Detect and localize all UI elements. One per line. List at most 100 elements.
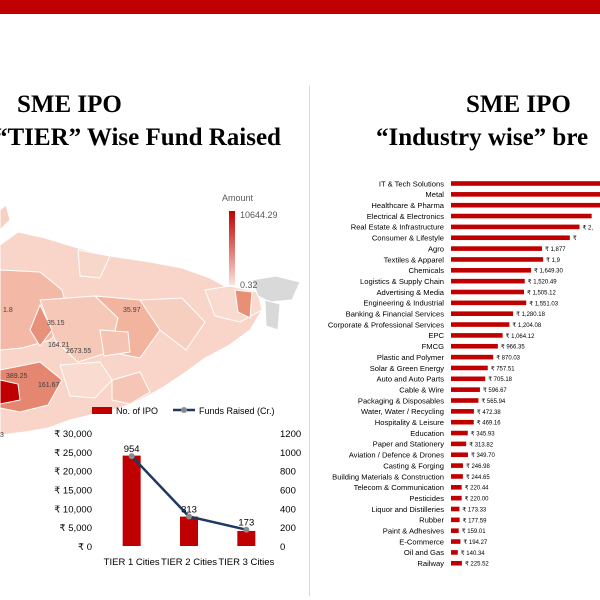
map-value-label: 35.15 — [47, 320, 65, 327]
x-tick-label: TIER 3 Cities — [218, 557, 274, 568]
industry-value-label: ₹ 173.33 — [462, 506, 486, 513]
industry-category-label: Metal — [425, 190, 444, 199]
tier-bar — [122, 455, 141, 546]
right-title-line1: SME IPO — [466, 91, 571, 118]
industry-value-label: ₹ 1,877 — [545, 246, 566, 253]
ipo-count-marker — [128, 453, 135, 460]
industry-bar — [451, 474, 463, 479]
map-value-label: 389.25 — [6, 373, 28, 380]
industry-bar — [451, 365, 488, 371]
industry-value-label: ₹ — [573, 235, 577, 242]
tier-combo-chart: No. of IPO Funds Raised (Cr.) ₹ 30,000 ₹ 25… — [54, 406, 301, 568]
industry-category-label: Pesticides — [409, 494, 444, 503]
industry-bar — [451, 268, 531, 273]
industry-category-label: Banking & Financial Services — [346, 310, 445, 319]
y-right-tick-label: 1000 — [280, 448, 301, 459]
legend-swatch-marker — [181, 407, 187, 413]
industry-category-label: Casting & Forging — [383, 461, 444, 470]
legend-label-funds: Funds Raised (Cr.) — [199, 406, 275, 416]
industry-bar — [451, 409, 474, 414]
industry-value-label: ₹ 596.67 — [483, 387, 507, 394]
industry-category-label: Oil and Gas — [404, 548, 444, 557]
tier-bar — [180, 516, 198, 546]
map-value-label: 161.67 — [38, 382, 60, 389]
industry-bar — [451, 278, 525, 284]
map-value-label: 3 — [0, 432, 4, 439]
industry-value-label: ₹ 140.34 — [461, 550, 485, 557]
industry-category-label: Electrical & Electronics — [367, 212, 444, 221]
industry-bar — [451, 419, 474, 425]
y-left-tick-label: ₹ 30,000 — [54, 429, 92, 440]
legend-label-ipo: No. of IPO — [116, 406, 158, 416]
industry-category-label: Cable & Wire — [399, 385, 444, 394]
industry-category-label: EPC — [428, 331, 444, 340]
industry-category-label: FMCG — [422, 342, 444, 351]
y-left-tick-label: ₹ 5,000 — [60, 523, 92, 534]
industry-bar — [451, 257, 544, 262]
map-shapes — [0, 204, 301, 436]
industry-bar — [451, 246, 543, 251]
industry-category-label: Liquor and Distilleries — [371, 505, 444, 514]
industry-category-label: Rubber — [419, 516, 444, 525]
industry-bar — [451, 354, 494, 360]
industry-value-label: ₹ 565.94 — [481, 398, 505, 405]
industry-category-label: Healthcare & Pharma — [371, 201, 444, 210]
industry-value-label: ₹ 1,505.12 — [527, 289, 557, 296]
map-value-label: 2673.55 — [66, 348, 91, 355]
industry-category-label: IT & Tech Solutions — [379, 179, 444, 188]
industry-category-label: Building Materials & Construction — [332, 472, 444, 481]
map-value-label: 1.8 — [3, 307, 13, 314]
industry-value-label: ₹ 177.59 — [463, 517, 487, 524]
industry-category-label: Paper and Stationery — [373, 440, 445, 449]
industry-bar — [451, 430, 468, 436]
industry-category-label: Real Estate & Infrastructure — [351, 223, 444, 232]
industry-bar — [451, 213, 592, 219]
industry-bar — [451, 528, 459, 533]
industry-value-label: ₹ 2, — [583, 224, 594, 231]
industry-category-label: Chemicals — [409, 266, 445, 275]
industry-category-label: Auto and Auto Parts — [376, 375, 444, 384]
industry-value-label: ₹ 244.65 — [466, 474, 490, 481]
industry-bar — [451, 376, 486, 382]
ipo-count-marker — [186, 513, 192, 520]
india-choropleth-map: 1.835.1535.97164.212673.55389.25161.673 … — [0, 193, 301, 439]
industry-category-label: Logistics & Supply Chain — [360, 277, 444, 286]
industry-value-label: ₹ 1,520.49 — [528, 279, 558, 286]
industry-category-label: Hospitality & Leisure — [375, 418, 444, 427]
map-value-label: 35.97 — [123, 307, 141, 314]
y-right-tick-label: 800 — [280, 467, 296, 478]
industry-bar — [451, 181, 600, 186]
y-left-tick-label: ₹ 25,000 — [54, 448, 92, 459]
industry-category-label: Plastic and Polymer — [377, 353, 445, 362]
right-title-line2: “Industry wise” bre — [376, 124, 589, 151]
industry-bar — [451, 463, 463, 468]
industry-category-label: Paint & Adhesives — [383, 527, 444, 536]
industry-bar — [451, 192, 600, 197]
industry-bar — [451, 539, 461, 544]
industry-category-label: Consumer & Lifestyle — [372, 234, 444, 243]
ipo-count-data-label: 173 — [238, 518, 254, 529]
industry-category-label: E-Commerce — [399, 537, 444, 546]
industry-bar — [451, 495, 462, 501]
industry-category-label: Agro — [428, 244, 444, 253]
y-right-tick-label: 600 — [280, 486, 296, 497]
industry-category-label: Railway — [417, 559, 444, 568]
industry-value-label: ₹ 345.93 — [471, 430, 495, 437]
industry-bar — [451, 235, 570, 241]
industry-value-label: ₹ 966.35 — [501, 344, 525, 351]
industry-value-label: ₹ 1,551.03 — [529, 300, 559, 307]
industry-value-label: ₹ 225.52 — [465, 561, 489, 568]
industry-category-label: Advertising & Media — [376, 288, 444, 297]
left-title-line2: “TIER” Wise Fund Raised — [0, 124, 281, 151]
industry-category-label: Solar & Green Energy — [370, 364, 444, 373]
map-legend-max: 10644.29 — [240, 210, 278, 220]
industry-bar — [451, 398, 479, 403]
industry-bar — [451, 322, 510, 327]
map-legend-min: 0.32 — [240, 280, 258, 290]
industry-bar — [451, 343, 498, 349]
map-legend-title: Amount — [222, 193, 254, 203]
y-left-tick-label: ₹ 20,000 — [54, 467, 92, 478]
x-tick-label: TIER 2 Cities — [161, 557, 217, 568]
y-left-tick-label: ₹ 10,000 — [54, 504, 92, 515]
